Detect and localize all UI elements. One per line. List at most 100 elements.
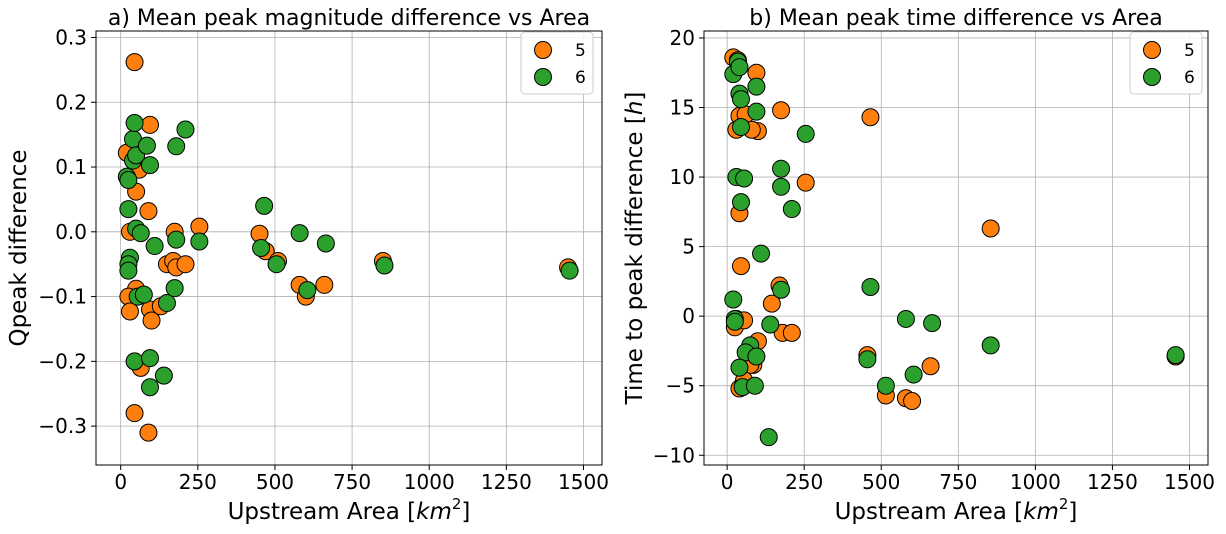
- series-6-point: [137, 136, 156, 155]
- series-6-point: [747, 77, 766, 96]
- series-5-point: [140, 115, 159, 134]
- y-tick-label: −10: [653, 443, 695, 467]
- series-6-point: [145, 237, 164, 256]
- series-6-point: [731, 117, 750, 136]
- series-5-point: [139, 423, 158, 442]
- series-6-point: [252, 239, 271, 257]
- y-tick-label: 10: [670, 165, 695, 189]
- y-tick-label: 0.3: [55, 25, 87, 49]
- legend-label-5: 5: [1184, 41, 1195, 61]
- panel-a-magnitude: a) Mean peak magnitude difference vs Are…: [6, 6, 609, 525]
- series-6-point: [731, 90, 750, 109]
- y-tick-label: 0: [682, 304, 695, 328]
- panel-b-y-axis-label: Time to peak difference [h]: [622, 92, 648, 406]
- panel-a-y-axis-label: Qpeak difference: [6, 149, 32, 346]
- series-6-point: [735, 169, 754, 188]
- panel-b-grid: [704, 31, 1208, 465]
- series-6-point: [298, 281, 317, 300]
- x-tick-label: 500: [256, 470, 294, 494]
- panel-a-legend: 56: [520, 31, 594, 95]
- panel-b-points: [724, 48, 1185, 447]
- series-6-point: [747, 102, 766, 121]
- series-5-point: [120, 302, 139, 321]
- series-5-point: [981, 219, 1000, 238]
- series-5-point: [125, 404, 144, 423]
- series-6-point: [157, 294, 176, 313]
- x-tick-label: 1250: [1087, 470, 1138, 494]
- series-6-point: [759, 428, 778, 447]
- series-6-point: [896, 309, 915, 328]
- series-5-point: [861, 108, 880, 127]
- x-tick-label: 750: [333, 470, 371, 494]
- x-tick-label: 1000: [404, 470, 455, 494]
- panel-a-ticks: 0 250 500 750 1000 1250 1500 −0.3 −0.2 −0.1 0.0 0.1…: [38, 25, 609, 494]
- series-6-point: [134, 285, 153, 304]
- series-5-point: [762, 294, 781, 313]
- series-5-point: [139, 202, 158, 221]
- y-tick-label: 15: [670, 96, 695, 120]
- series-5-point: [782, 323, 801, 342]
- y-tick-label: −5: [666, 374, 695, 398]
- y-tick-label: −0.2: [38, 349, 87, 373]
- x-tick-label: 250: [785, 470, 823, 494]
- series-6-point: [119, 261, 138, 280]
- x-tick-label: 1500: [558, 470, 609, 494]
- y-tick-label: −0.1: [38, 285, 87, 309]
- legend-marker-6: [534, 68, 552, 86]
- y-tick-label: 20: [670, 26, 695, 50]
- series-6-point: [316, 234, 335, 253]
- y-tick-label: 5: [682, 235, 695, 259]
- series-6-point: [861, 277, 880, 296]
- series-6-point: [154, 366, 173, 385]
- panel-b-frame: [703, 30, 1209, 466]
- legend-marker-6: [1143, 68, 1161, 86]
- series-6-point: [165, 279, 184, 298]
- panel-b-time: b) Mean peak time difference vs Area 0 25…: [622, 6, 1215, 525]
- x-tick-label: 500: [862, 470, 900, 494]
- legend-label-6: 6: [575, 68, 586, 88]
- panel-a-x-axis-label: Upstream Area [km2]: [228, 495, 471, 525]
- series-5-point: [731, 257, 750, 276]
- series-6-point: [290, 224, 309, 243]
- series-6-point: [876, 376, 895, 395]
- series-6-point: [119, 170, 138, 189]
- x-tick-label: 0: [114, 470, 127, 494]
- series-5-point: [125, 53, 144, 72]
- series-6-point: [125, 113, 144, 132]
- x-tick-label: 1500: [1164, 470, 1215, 494]
- series-6-point: [140, 378, 159, 397]
- series-6-point: [176, 120, 195, 139]
- panel-a-frame: [95, 30, 603, 466]
- series-6-point: [167, 230, 186, 249]
- series-6-point: [119, 200, 138, 219]
- series-6-point: [745, 376, 764, 395]
- series-6-point: [796, 124, 815, 143]
- series-5-point: [176, 255, 195, 274]
- series-5-point: [772, 101, 791, 120]
- series-6-point: [923, 314, 942, 333]
- series-5-point: [796, 173, 815, 192]
- series-6-point: [725, 312, 744, 331]
- panel-b-x-axis-label: Upstream Area [km2]: [835, 495, 1078, 525]
- panel-a-title: a) Mean peak magnitude difference vs Are…: [108, 6, 590, 31]
- series-6-point: [731, 193, 750, 212]
- series-6-point: [131, 224, 150, 243]
- series-6-point: [375, 256, 394, 275]
- panel-b-legend: 56: [1129, 31, 1203, 95]
- series-6-point: [730, 58, 749, 77]
- series-6-point: [858, 350, 877, 369]
- panel-a-grid: [96, 31, 602, 465]
- series-6-point: [904, 365, 923, 384]
- series-6-point: [761, 315, 780, 334]
- series-6-point: [752, 244, 771, 263]
- panel-a-points: [117, 53, 579, 442]
- series-6-point: [125, 352, 144, 371]
- series-6-point: [267, 255, 286, 274]
- x-tick-label: 1250: [481, 470, 532, 494]
- y-tick-label: 0.2: [55, 90, 87, 114]
- series-6-point: [724, 290, 743, 309]
- x-tick-label: 0: [721, 470, 734, 494]
- series-6-point: [981, 336, 1000, 355]
- y-tick-label: −0.3: [38, 414, 87, 438]
